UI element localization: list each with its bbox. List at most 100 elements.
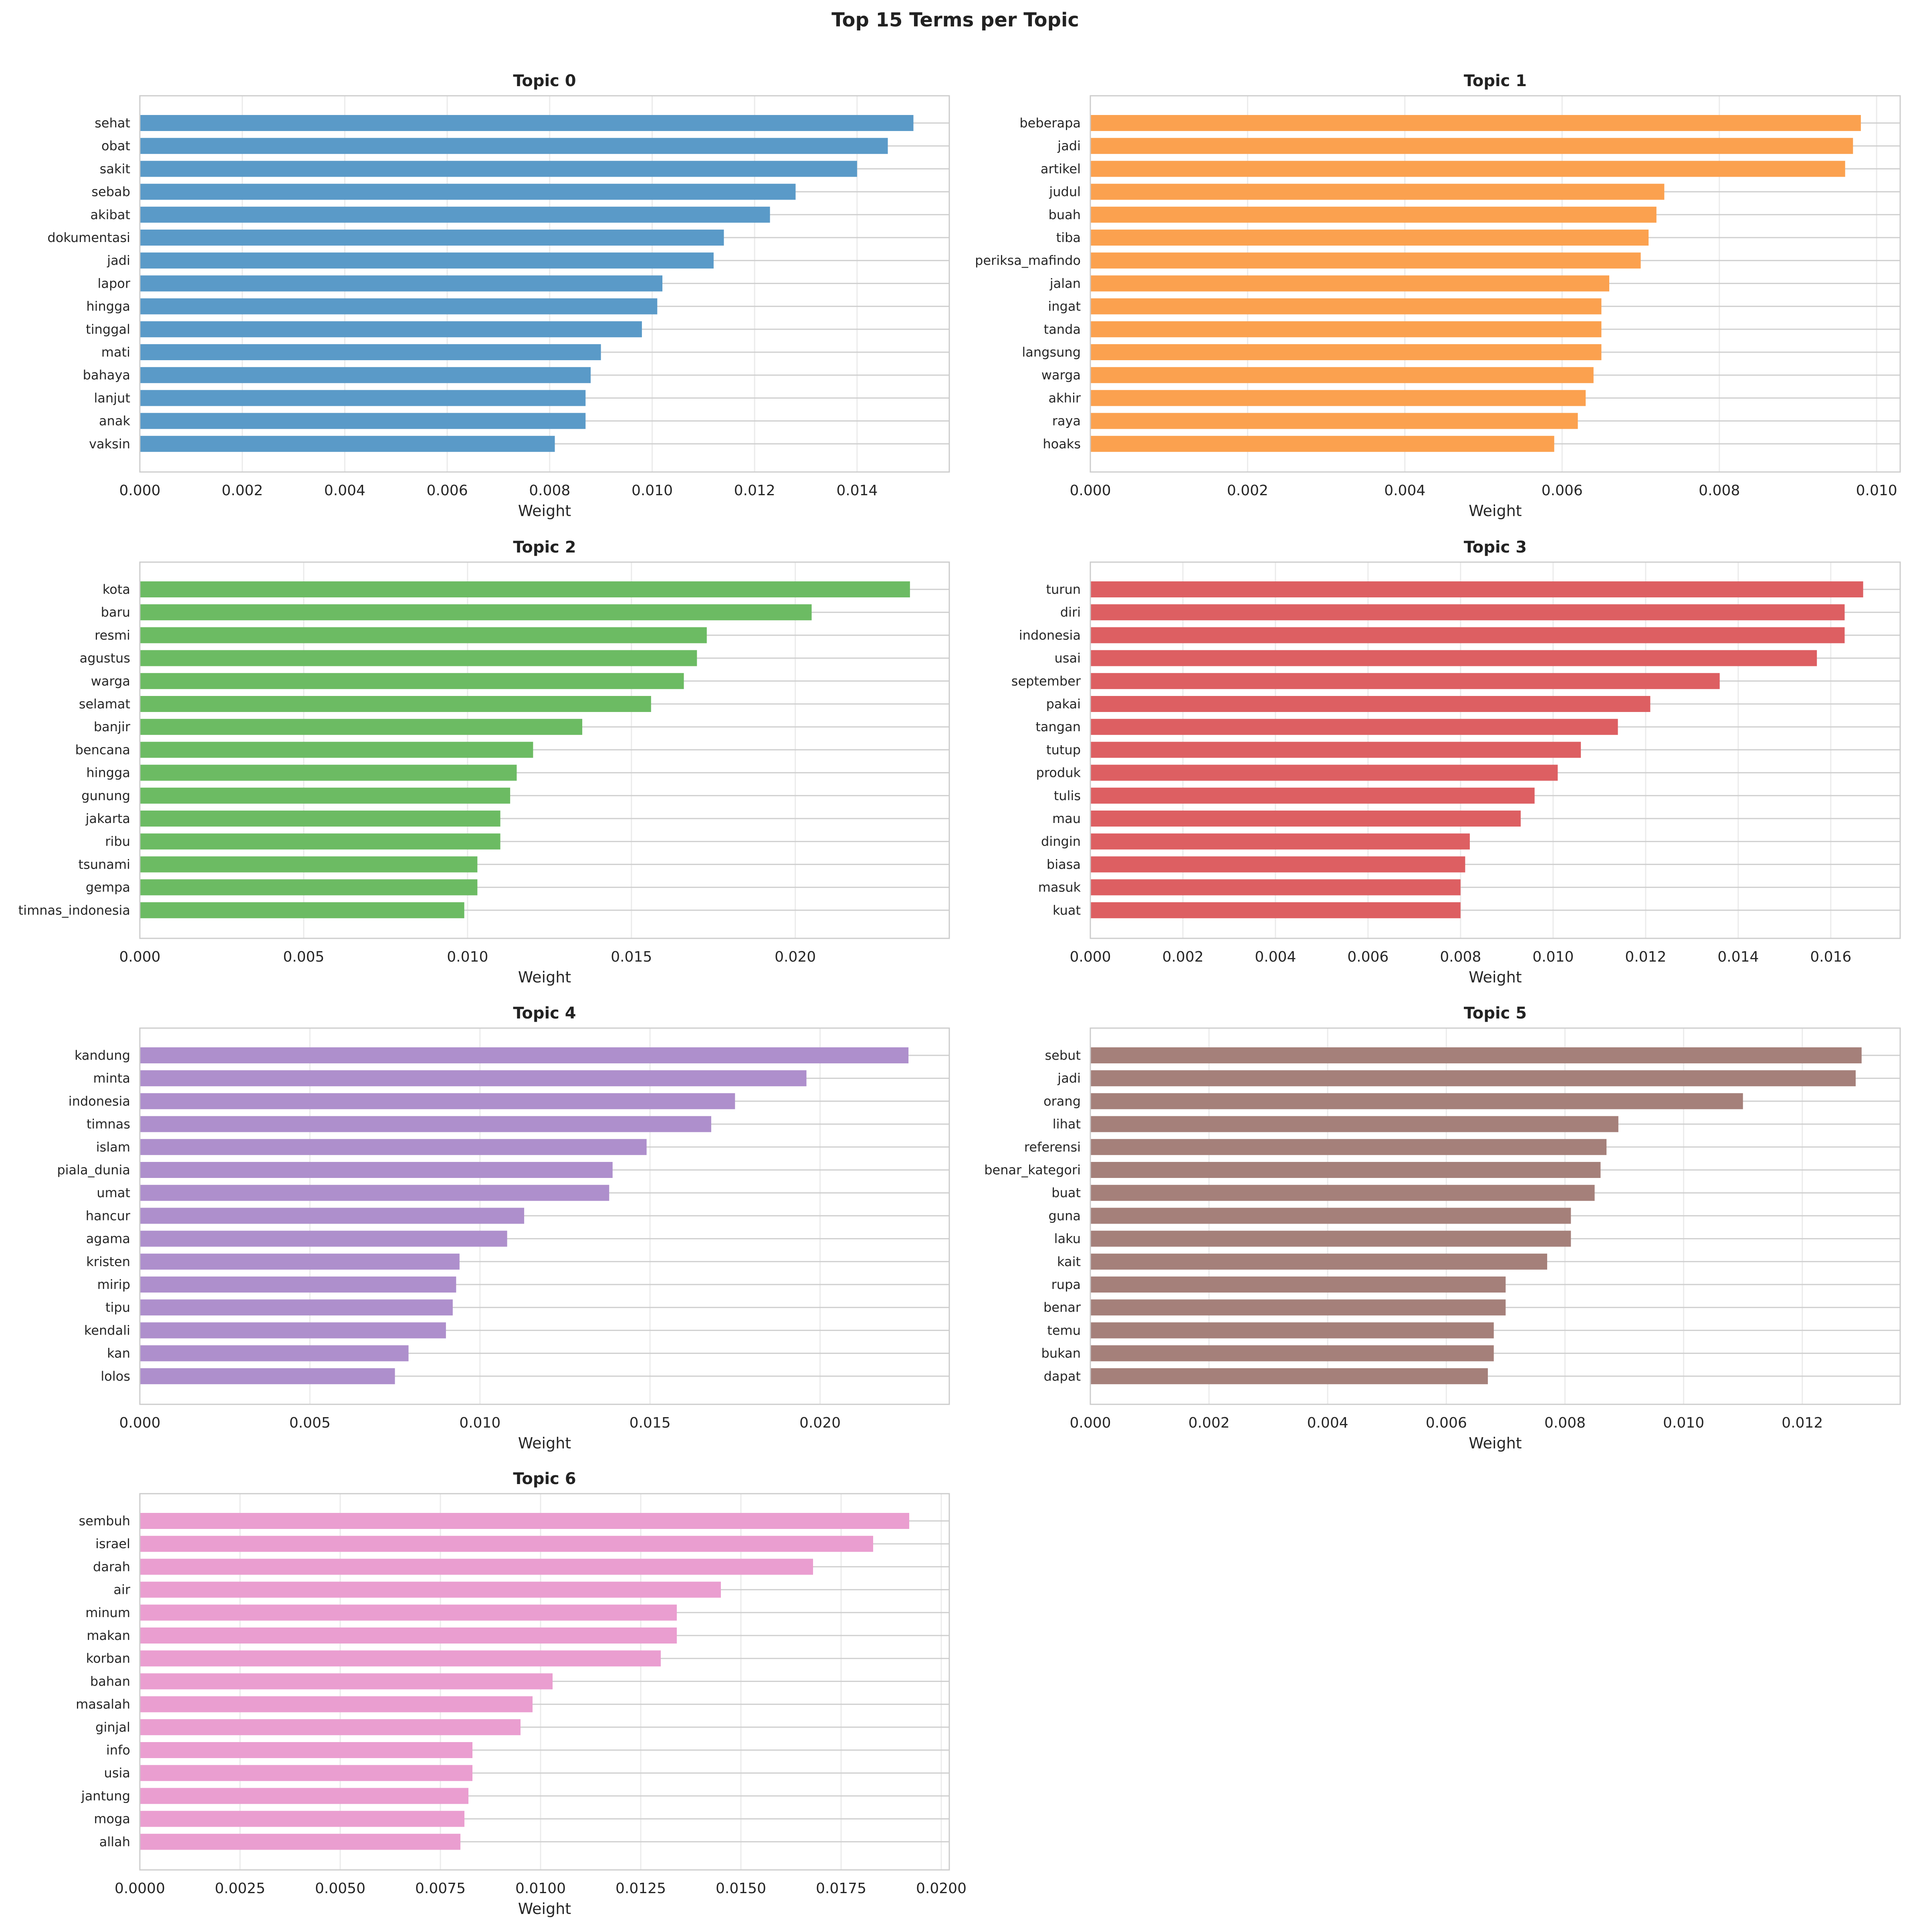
y-tick-label: masuk	[1038, 880, 1081, 895]
bar-timnas_indonesia	[140, 902, 464, 918]
bar-indonesia	[140, 1093, 735, 1109]
y-tick-label: buah	[1049, 207, 1081, 222]
y-tick-label: tiba	[1056, 230, 1081, 245]
bar-referensi	[1090, 1139, 1607, 1155]
bar-beberapa	[1090, 115, 1861, 131]
topic-5-chart: sebut jadi orang lihat referensi benar_katego…	[984, 1004, 1901, 1452]
y-tick-label: israel	[95, 1536, 130, 1551]
bar-jadi	[140, 252, 714, 269]
x-tick-label: 0.004	[1384, 482, 1425, 499]
y-tick-label: sebut	[1045, 1048, 1081, 1063]
topic-1-chart: beberapa jadi artikel judul buah tiba periksa_…	[975, 72, 1901, 520]
y-tick-label: bahaya	[83, 367, 130, 383]
x-tick-label: 0.008	[1440, 949, 1481, 965]
y-tick-label: anak	[99, 413, 131, 429]
y-tick-label: rupa	[1051, 1277, 1081, 1292]
y-tick-label: sembuh	[79, 1513, 130, 1529]
topic-0-chart: sehat obat sakit sebab akibat dokumentasi jadi…	[47, 72, 950, 520]
y-tick-label: selamat	[79, 696, 130, 712]
bar-tinggal	[140, 321, 642, 337]
x-tick-label: 0.016	[1810, 949, 1851, 965]
bar-jantung	[140, 1788, 468, 1804]
bar-israel	[140, 1536, 873, 1552]
x-tick-label: 0.0100	[515, 1880, 566, 1897]
x-tick-label: 0.006	[1426, 1415, 1467, 1431]
plot-frame	[139, 95, 950, 473]
y-tick-label: piala_dunia	[57, 1162, 130, 1178]
bar-bahaya	[140, 367, 591, 383]
bar-sembuh	[140, 1513, 909, 1529]
x-tick-label: 0.020	[775, 949, 816, 965]
bar-dokumentasi	[140, 230, 724, 246]
bar-akhir	[1090, 390, 1586, 406]
x-tick-label: 0.000	[119, 949, 160, 965]
y-tick-label: bencana	[75, 742, 130, 757]
y-tick-label: kota	[103, 582, 130, 597]
bar-orang	[1090, 1093, 1743, 1109]
x-tick-label: 0.0175	[816, 1880, 866, 1897]
x-axis-label: Weight	[1469, 502, 1522, 520]
y-tick-label: periksa_mafindo	[975, 253, 1081, 268]
y-tick-label: biasa	[1047, 857, 1081, 872]
x-tick-label: 0.010	[1663, 1415, 1704, 1431]
plot-frame	[1090, 95, 1901, 473]
y-tick-label: sehat	[95, 115, 130, 131]
x-tick-label: 0.014	[836, 482, 878, 499]
y-tick-label: dingin	[1041, 834, 1081, 849]
bar-vaksin	[140, 436, 555, 452]
x-tick-label: 0.006	[427, 482, 468, 499]
x-tick-label: 0.000	[1070, 1415, 1111, 1431]
bar-hingga	[140, 764, 517, 781]
bar-kait	[1090, 1253, 1548, 1270]
y-tick-label: warga	[91, 674, 130, 689]
y-tick-label: hancur	[86, 1208, 131, 1223]
y-tick-label: jalan	[1049, 276, 1081, 291]
bar-raya	[1090, 413, 1578, 429]
bar-makan	[140, 1627, 677, 1644]
y-tick-label: mau	[1052, 811, 1081, 826]
bar-agustus	[140, 650, 697, 666]
x-tick-label: 0.0150	[716, 1880, 766, 1897]
plot-frame	[139, 1027, 950, 1405]
topic-3-title: Topic 3	[1464, 538, 1527, 557]
x-tick-label: 0.002	[1162, 949, 1203, 965]
y-tick-label: banjir	[94, 719, 131, 734]
bar-buah	[1090, 206, 1657, 223]
bar-sebab	[140, 184, 796, 200]
bar-minta	[140, 1070, 807, 1087]
x-tick-label: 0.006	[1542, 482, 1583, 499]
y-tick-label: kristen	[86, 1254, 130, 1269]
x-tick-label: 0.000	[1070, 949, 1111, 965]
bar-pakai	[1090, 696, 1651, 712]
y-tick-label: orang	[1043, 1093, 1081, 1109]
bar-dingin	[1090, 833, 1470, 850]
bar-masuk	[1090, 879, 1461, 895]
x-tick-label: 0.0000	[115, 1880, 165, 1897]
bar-kristen	[140, 1253, 460, 1270]
x-axis-label: Weight	[518, 1900, 571, 1918]
y-tick-label: turun	[1046, 582, 1081, 597]
y-tick-label: hoaks	[1043, 436, 1081, 452]
y-tick-label: hingga	[86, 765, 130, 780]
x-tick-label: 0.004	[324, 482, 365, 499]
bar-warga	[140, 673, 684, 689]
bar-produk	[1090, 764, 1558, 781]
y-tick-label: umat	[97, 1185, 130, 1200]
x-tick-label: 0.002	[222, 482, 263, 499]
x-axis-label: Weight	[1469, 968, 1522, 986]
y-tick-label: jadi	[1057, 1071, 1081, 1086]
figure-title: Top 15 Terms per Topic	[831, 9, 1079, 31]
y-tick-label: jantung	[81, 1788, 130, 1803]
x-tick-label: 0.008	[529, 482, 570, 499]
bar-bahan	[140, 1673, 553, 1690]
x-tick-label: 0.015	[611, 949, 652, 965]
bar-judul	[1090, 184, 1665, 200]
bar-warga	[1090, 367, 1594, 383]
bar-masalah	[140, 1696, 533, 1712]
bar-tanda	[1090, 321, 1602, 337]
bar-laku	[1090, 1230, 1571, 1247]
bar-akibat	[140, 206, 770, 223]
y-tick-label: akibat	[91, 207, 131, 222]
bar-kandung	[140, 1047, 909, 1063]
bar-allah	[140, 1833, 460, 1850]
